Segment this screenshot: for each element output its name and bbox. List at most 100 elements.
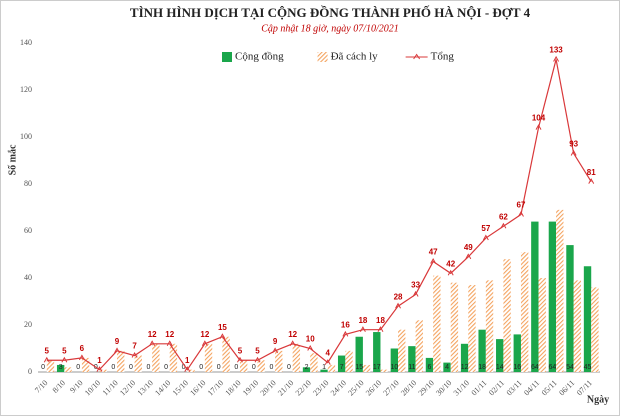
value-label: 0 (199, 364, 203, 371)
x-tick-label: 18/10 (223, 378, 242, 397)
value-label: 18 (358, 316, 367, 325)
value-label: 6 (428, 364, 432, 371)
bar (538, 278, 546, 372)
marker (219, 333, 226, 339)
bar (81, 357, 90, 372)
value-label: 57 (481, 224, 490, 233)
value-label: 42 (446, 259, 455, 268)
value-label: 1 (97, 356, 102, 365)
value-label: 62 (499, 212, 508, 221)
legend-swatch (413, 53, 421, 60)
bar (337, 355, 346, 372)
value-label: 16 (341, 321, 350, 330)
value-label: 6 (80, 344, 85, 353)
bar (450, 282, 459, 372)
bar (134, 355, 142, 372)
bar (425, 357, 434, 372)
value-label: 47 (429, 248, 438, 257)
value-label: 0 (234, 364, 238, 371)
bar (302, 367, 311, 372)
value-label: 12 (165, 330, 174, 339)
value-label: 3 (59, 364, 63, 371)
bar (433, 275, 441, 372)
bar (485, 280, 494, 372)
marker (114, 347, 120, 354)
bar (390, 348, 399, 372)
y-tick-label: 80 (24, 179, 32, 188)
value-label: 18 (376, 316, 385, 325)
legend-label: Tổng (431, 51, 455, 63)
marker (377, 326, 384, 332)
x-tick-label: 20/10 (259, 378, 278, 397)
x-tick-label: 23/10 (311, 378, 330, 397)
x-tick-label: 12/10 (118, 378, 137, 397)
marker (412, 290, 419, 297)
bar (591, 287, 599, 372)
marker (201, 340, 208, 347)
value-label: 5 (45, 346, 50, 355)
value-label: 4 (445, 364, 449, 371)
value-label: 0 (182, 364, 186, 371)
bar (239, 360, 248, 372)
bar (257, 360, 265, 372)
marker (324, 359, 331, 365)
value-label: 15 (355, 364, 363, 371)
bar (468, 285, 476, 372)
value-label: 12 (461, 364, 469, 371)
x-tick-label: 31/10 (452, 378, 471, 397)
line (46, 59, 592, 371)
bar (187, 369, 195, 372)
chart-title: TÌNH HÌNH DỊCH TẠI CỘNG ĐỒNG THÀNH PHỐ H… (130, 5, 531, 20)
bar (64, 367, 72, 372)
value-label: 0 (147, 364, 151, 371)
bar (292, 343, 301, 372)
marker (430, 258, 437, 264)
value-label: 133 (549, 46, 563, 55)
y-tick-label: 20 (24, 320, 32, 329)
x-tick-label: 05/11 (540, 378, 559, 397)
value-label: 0 (129, 364, 133, 371)
value-label: 45 (584, 364, 592, 371)
value-label: 1 (322, 364, 326, 371)
value-label: 12 (288, 330, 297, 339)
x-tick-label: 25/10 (346, 378, 365, 397)
value-label: 4 (326, 349, 331, 358)
bar (275, 350, 283, 372)
value-label: 0 (76, 364, 80, 371)
legend-swatch (317, 52, 328, 62)
x-tick-label: 24/10 (329, 378, 348, 397)
bar (478, 329, 486, 372)
bar (460, 343, 469, 372)
x-tick-label: 13/10 (136, 378, 155, 397)
y-tick-label: 0 (28, 367, 32, 376)
x-tick-label: 04/11 (522, 378, 541, 397)
value-label: 7 (340, 364, 344, 371)
value-label: 0 (111, 364, 115, 371)
y-tick-label: 120 (20, 85, 32, 94)
bar (46, 360, 55, 372)
bar (320, 369, 328, 372)
marker (518, 211, 524, 217)
value-label: 12 (148, 330, 157, 339)
bar (117, 350, 125, 372)
x-tick-label: 15/10 (171, 378, 190, 397)
value-label: 9 (115, 337, 120, 346)
marker (588, 178, 595, 184)
x-tick-label: 01/11 (470, 378, 489, 397)
marker (237, 356, 243, 363)
x-tick-label: 29/10 (417, 378, 436, 397)
value-label: 64 (531, 364, 539, 371)
value-label: 93 (569, 140, 578, 149)
bar (583, 266, 592, 372)
bar (380, 369, 388, 372)
bar (531, 221, 539, 372)
x-tick-label: 7/10 (33, 378, 49, 394)
bar (503, 259, 511, 372)
value-label: 10 (390, 364, 398, 371)
x-tick-label: 9/10 (68, 378, 84, 394)
bar (556, 209, 564, 372)
y-tick-label: 60 (24, 226, 32, 235)
marker (465, 253, 472, 260)
value-label: 0 (164, 364, 168, 371)
